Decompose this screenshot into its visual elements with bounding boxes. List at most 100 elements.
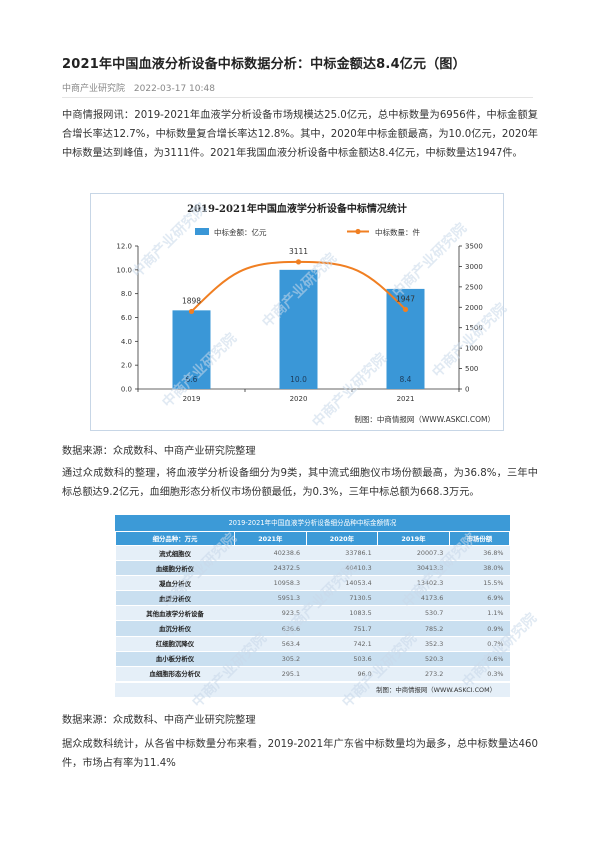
table-cell-value: 5951.3: [234, 590, 307, 607]
y-tick-label-right: 1000: [465, 345, 483, 353]
table-cell-value: 7130.5: [306, 590, 378, 607]
table-cell-value: 15.5%: [449, 575, 510, 592]
table-cell-value: 785.2: [377, 620, 450, 637]
table-cell-value: 295.1: [234, 665, 307, 682]
table-cell-value: 36.8%: [449, 544, 510, 562]
table-cell-value: 38.0%: [449, 560, 510, 577]
table-cell-value: 6.9%: [449, 590, 510, 607]
table-row: 血小板分析仪 305.2 503.6 520.3 0.6%: [115, 650, 510, 667]
y-tick-label-right: 1500: [465, 324, 483, 332]
article-meta: 中商产业研究院 2022-03-17 10:48: [62, 81, 215, 94]
bar-value-label: 8.4: [400, 375, 412, 384]
table-header: 市场份额: [448, 531, 511, 546]
table-header: 2019年: [377, 531, 450, 546]
article-title: 2021年中国血液分析设备中标数据分析：中标金额达8.4亿元（图）: [62, 57, 466, 72]
legend-marker-line: [355, 228, 361, 235]
chart-credit: 制图：中商情报网（WWW.ASKCI.COM）: [354, 414, 495, 424]
table-cell-value: 0.9%: [449, 620, 510, 637]
table-header: 细分品种：万元: [115, 531, 235, 546]
y-tick-label-left: 2.0: [121, 362, 132, 370]
table-row: 血细胞形态分析仪 295.1 96.0 273.2 0.3%: [115, 665, 510, 682]
x-tick-label: 2020: [290, 395, 308, 403]
table-cell-value: 0.3%: [449, 665, 510, 682]
combo-chart: 2019-2021年中国血液学分析设备中标情况统计中标金额：亿元 中标数量：件 0.…: [90, 193, 504, 431]
legend-label-bar: 中标金额：亿元: [214, 227, 267, 237]
table-header: 2020年: [305, 531, 379, 546]
table-cell-value: 4173.6: [377, 590, 450, 607]
table-cell-name: 红细胞沉降仪: [115, 635, 235, 652]
table-cell-value: 1083.5: [306, 605, 378, 622]
y-tick-label-right: 3500: [465, 243, 483, 251]
table-cell-name: 血细胞分析仪: [115, 560, 235, 577]
line-point-2019: [188, 308, 195, 315]
table-credit: 制图：中商情报网（WWW.ASKCI.COM）: [115, 683, 510, 697]
table-row: 凝血分析仪 10958.3 14053.4 13402.3 15.5%: [115, 575, 510, 592]
table-cell-name: 血细胞形态分析仪: [115, 665, 235, 682]
y-tick-label-right: 0: [465, 386, 469, 394]
legend-swatch-bar: [195, 228, 209, 235]
y-tick-label-left: 4.0: [121, 338, 132, 346]
chart-title: 2019-2021年中国血液学分析设备中标情况统计: [187, 202, 407, 215]
caption-1: 数据来源：众成数科、中商产业研究院整理: [62, 446, 256, 457]
table-cell-name: 血沉分析仪: [115, 620, 235, 637]
title-divider: [62, 97, 533, 98]
table-cell-value: 1.1%: [449, 605, 510, 622]
table-cell-name: 血小板分析仪: [115, 650, 235, 667]
table-cell-value: 636.6: [234, 620, 307, 637]
table-cell-value: 352.3: [377, 635, 450, 652]
bar-value-label: 6.6: [186, 375, 198, 384]
table-cell-value: 20007.3: [377, 544, 450, 562]
table-cell-name: 流式细胞仪: [115, 544, 235, 562]
y-tick-label-right: 3000: [465, 263, 483, 271]
x-tick-label: 2021: [397, 395, 415, 403]
table-cell-value: 10958.3: [234, 575, 307, 592]
legend-label-line: 中标数量：件: [375, 227, 420, 237]
table-cell-name: 凝血分析仪: [115, 575, 235, 592]
table-cell-value: 503.6: [306, 650, 378, 667]
line-value-label: 1898: [182, 296, 201, 305]
table-row: 流式细胞仪 40238.6 33786.1 20007.3 36.8%: [115, 544, 510, 562]
paragraph-1: 中商情报网讯：2019-2021年血液学分析设备市场规模达25.0亿元，总中标数…: [62, 110, 538, 159]
table-cell-value: 0.6%: [449, 650, 510, 667]
y-tick-label-left: 0.0: [121, 386, 132, 394]
table-cell-value: 40238.6: [234, 544, 307, 562]
caption-2: 数据来源：众成数科、中商产业研究院整理: [62, 715, 256, 726]
table-cell-value: 33786.1: [306, 544, 378, 562]
table-cell-name: 其他血液学分析设备: [115, 605, 235, 622]
y-tick-label-left: 6.0: [121, 314, 132, 322]
paragraph-2: 通过众成数科的整理，将血液学分析设备细分为9类，其中流式细胞仪市场份额最高，为3…: [62, 468, 538, 498]
table-cell-name: 血型分析仪: [115, 590, 235, 607]
table-row: 血型分析仪 5951.3 7130.5 4173.6 6.9%: [115, 590, 510, 607]
table-cell-value: 923.5: [234, 605, 307, 622]
segment-table: 2019-2021年中国血液学分析设备细分品种中标金额情况 细分品种：万元 20…: [115, 515, 511, 697]
bar-2021: [386, 288, 425, 389]
table-cell-value: 273.2: [377, 665, 450, 682]
table-cell-value: 0.7%: [449, 635, 510, 652]
table-cell-value: 40410.3: [306, 560, 378, 577]
article-source[interactable]: 中商产业研究院: [62, 84, 126, 94]
y-tick-label-right: 2500: [465, 283, 483, 291]
y-tick-label-left: 8.0: [121, 290, 132, 298]
table-body: 流式细胞仪 40238.6 33786.1 20007.3 36.8% 血细胞分析仪 243…: [115, 544, 510, 682]
table-row: 血沉分析仪 636.6 751.7 785.2 0.9%: [115, 620, 510, 637]
line-point-2021: [402, 306, 409, 313]
y-tick-label-right: 2000: [465, 304, 483, 312]
y-tick-label-right: 500: [465, 365, 478, 373]
table-cell-value: 520.3: [377, 650, 450, 667]
paragraph-3: 据众成数科统计，从各省中标数量分布来看，2019-2021年广东省中标数量均为最…: [62, 739, 538, 769]
line-value-label: 3111: [289, 247, 308, 256]
article-date: 2022-03-17 10:48: [133, 84, 215, 94]
table-cell-value: 530.7: [377, 605, 450, 622]
table-cell-value: 14053.4: [306, 575, 378, 592]
data-table: 细分品种：万元 2021年 2020年 2019年 市场份额 流式细胞仪 4023…: [115, 531, 511, 682]
table-header-row: 细分品种：万元 2021年 2020年 2019年 市场份额: [115, 531, 511, 546]
table-title: 2019-2021年中国血液学分析设备细分品种中标金额情况: [115, 515, 510, 531]
table-cell-value: 751.7: [306, 620, 378, 637]
table-credit-text: 制图：中商情报网（WWW.ASKCI.COM）: [376, 686, 496, 694]
y-tick-label-left: 12.0: [116, 243, 132, 251]
table-cell-value: 563.4: [234, 635, 307, 652]
table-row: 血细胞分析仪 24372.5 40410.3 30413.3 38.0%: [115, 560, 510, 577]
bar-2020: [279, 269, 318, 389]
table-cell-value: 742.1: [306, 635, 378, 652]
